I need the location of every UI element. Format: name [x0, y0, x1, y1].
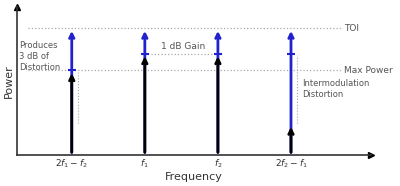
Text: Intermodulation
Distortion: Intermodulation Distortion: [302, 79, 369, 99]
Text: Max Power: Max Power: [344, 66, 392, 75]
Text: TOI: TOI: [344, 24, 359, 33]
Y-axis label: Power: Power: [4, 64, 14, 98]
Text: 1 dB Gain: 1 dB Gain: [161, 42, 205, 51]
Text: Produces
3 dB of
Distortion: Produces 3 dB of Distortion: [19, 41, 60, 72]
X-axis label: Frequency: Frequency: [165, 172, 223, 182]
